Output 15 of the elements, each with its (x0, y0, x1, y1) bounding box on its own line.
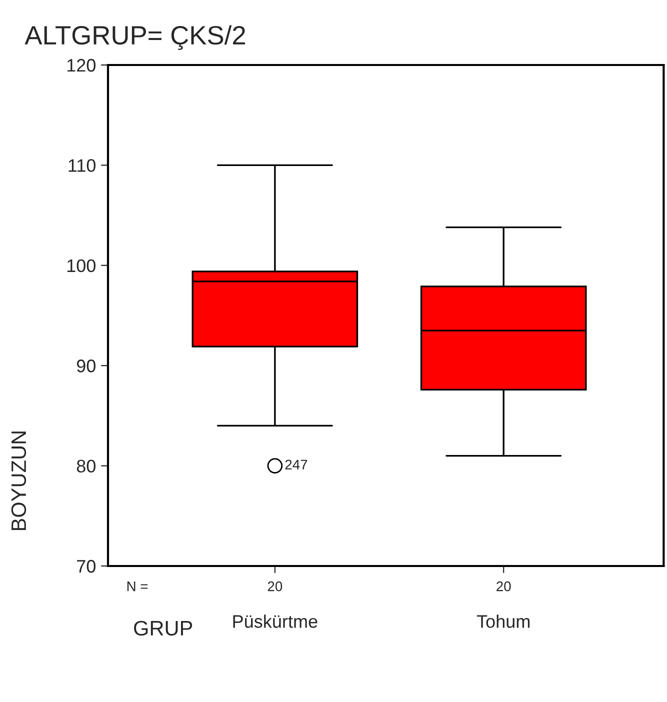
y-tick-label: 110 (68, 159, 96, 172)
x-axis-title: GRUP (134, 620, 192, 636)
y-tick-label: 80 (76, 460, 96, 473)
y-tick-label: 100 (67, 259, 96, 272)
text: N = (127, 582, 148, 592)
annotation: 247 (285, 460, 308, 470)
y-tick-label: 120 (67, 58, 96, 72)
x-tick-label: Tohum (476, 614, 530, 628)
y-tick-label: 90 (76, 360, 96, 372)
y-tick-label: 70 (77, 560, 96, 573)
annotation: 20 (268, 581, 282, 592)
annotation: 20 (496, 581, 511, 592)
chart-title: ALTGRUP= ÇKS/2 (24, 25, 246, 50)
y-axis-title: BOYUZUN (11, 432, 26, 530)
x-tick-label: Püskürtme (233, 614, 318, 628)
